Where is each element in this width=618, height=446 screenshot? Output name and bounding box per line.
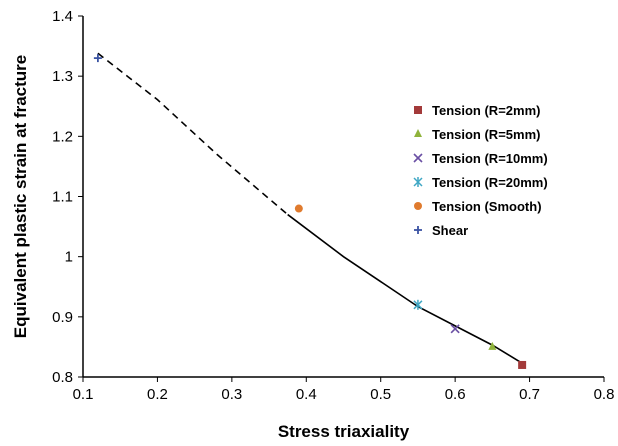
y-tick-label: 1.3 <box>52 68 73 85</box>
x-tick-label: 0.3 <box>221 386 242 403</box>
legend-marker-star <box>413 177 423 187</box>
legend-label: Tension (R=2mm) <box>432 103 540 118</box>
data-points <box>93 54 527 369</box>
x-tick-label: 0.2 <box>147 386 168 403</box>
axes <box>82 16 604 378</box>
x-tick-label: 0.4 <box>296 386 317 403</box>
y-tick-label: 1.1 <box>52 189 73 206</box>
legend-marker-x <box>413 153 423 163</box>
fit-curve <box>97 52 523 364</box>
data-point-circle <box>294 204 303 213</box>
legend-marker-triangle <box>414 129 422 137</box>
legend-label: Tension (Smooth) <box>432 199 542 214</box>
x-axis-title: Stress triaxiality <box>278 422 410 441</box>
y-tick-label: 1.4 <box>52 8 73 25</box>
legend-marker-square <box>414 106 422 114</box>
data-point-plus <box>93 54 102 63</box>
data-point-square <box>518 360 527 369</box>
x-tick-label: 0.6 <box>445 386 466 403</box>
y-tick-label: 1.2 <box>52 128 73 145</box>
data-point-star <box>413 299 423 310</box>
legend-marker-circle <box>414 202 422 210</box>
legend-label: Shear <box>432 223 468 238</box>
y-tick-label: 0.9 <box>52 309 73 326</box>
y-axis-title: Equivalent plastic strain at fracture <box>11 55 30 338</box>
data-point-x <box>450 324 460 334</box>
fit-curve-solid <box>287 213 523 364</box>
y-tick-labels: 0.8 0.9 1 1.1 1.2 1.3 1.4 <box>52 8 83 386</box>
legend-label: Tension (R=10mm) <box>432 151 548 166</box>
legend-label: Tension (R=20mm) <box>432 175 548 190</box>
x-tick-labels: 0.1 0.2 0.3 0.4 0.5 0.6 0.7 0.8 <box>73 377 615 403</box>
fit-curve-dashed <box>97 52 289 216</box>
x-tick-label: 0.8 <box>594 386 615 403</box>
x-tick-label: 0.5 <box>370 386 391 403</box>
legend-marker-plus <box>414 226 422 234</box>
legend: Tension (R=2mm) Tension (R=5mm) Tension (R… <box>413 103 548 238</box>
x-tick-label: 0.1 <box>73 386 94 403</box>
y-tick-label: 0.8 <box>52 369 73 386</box>
x-tick-label: 0.7 <box>519 386 540 403</box>
legend-label: Tension (R=5mm) <box>432 127 540 142</box>
y-tick-label: 1 <box>65 249 73 266</box>
data-point-triangle <box>488 341 497 350</box>
